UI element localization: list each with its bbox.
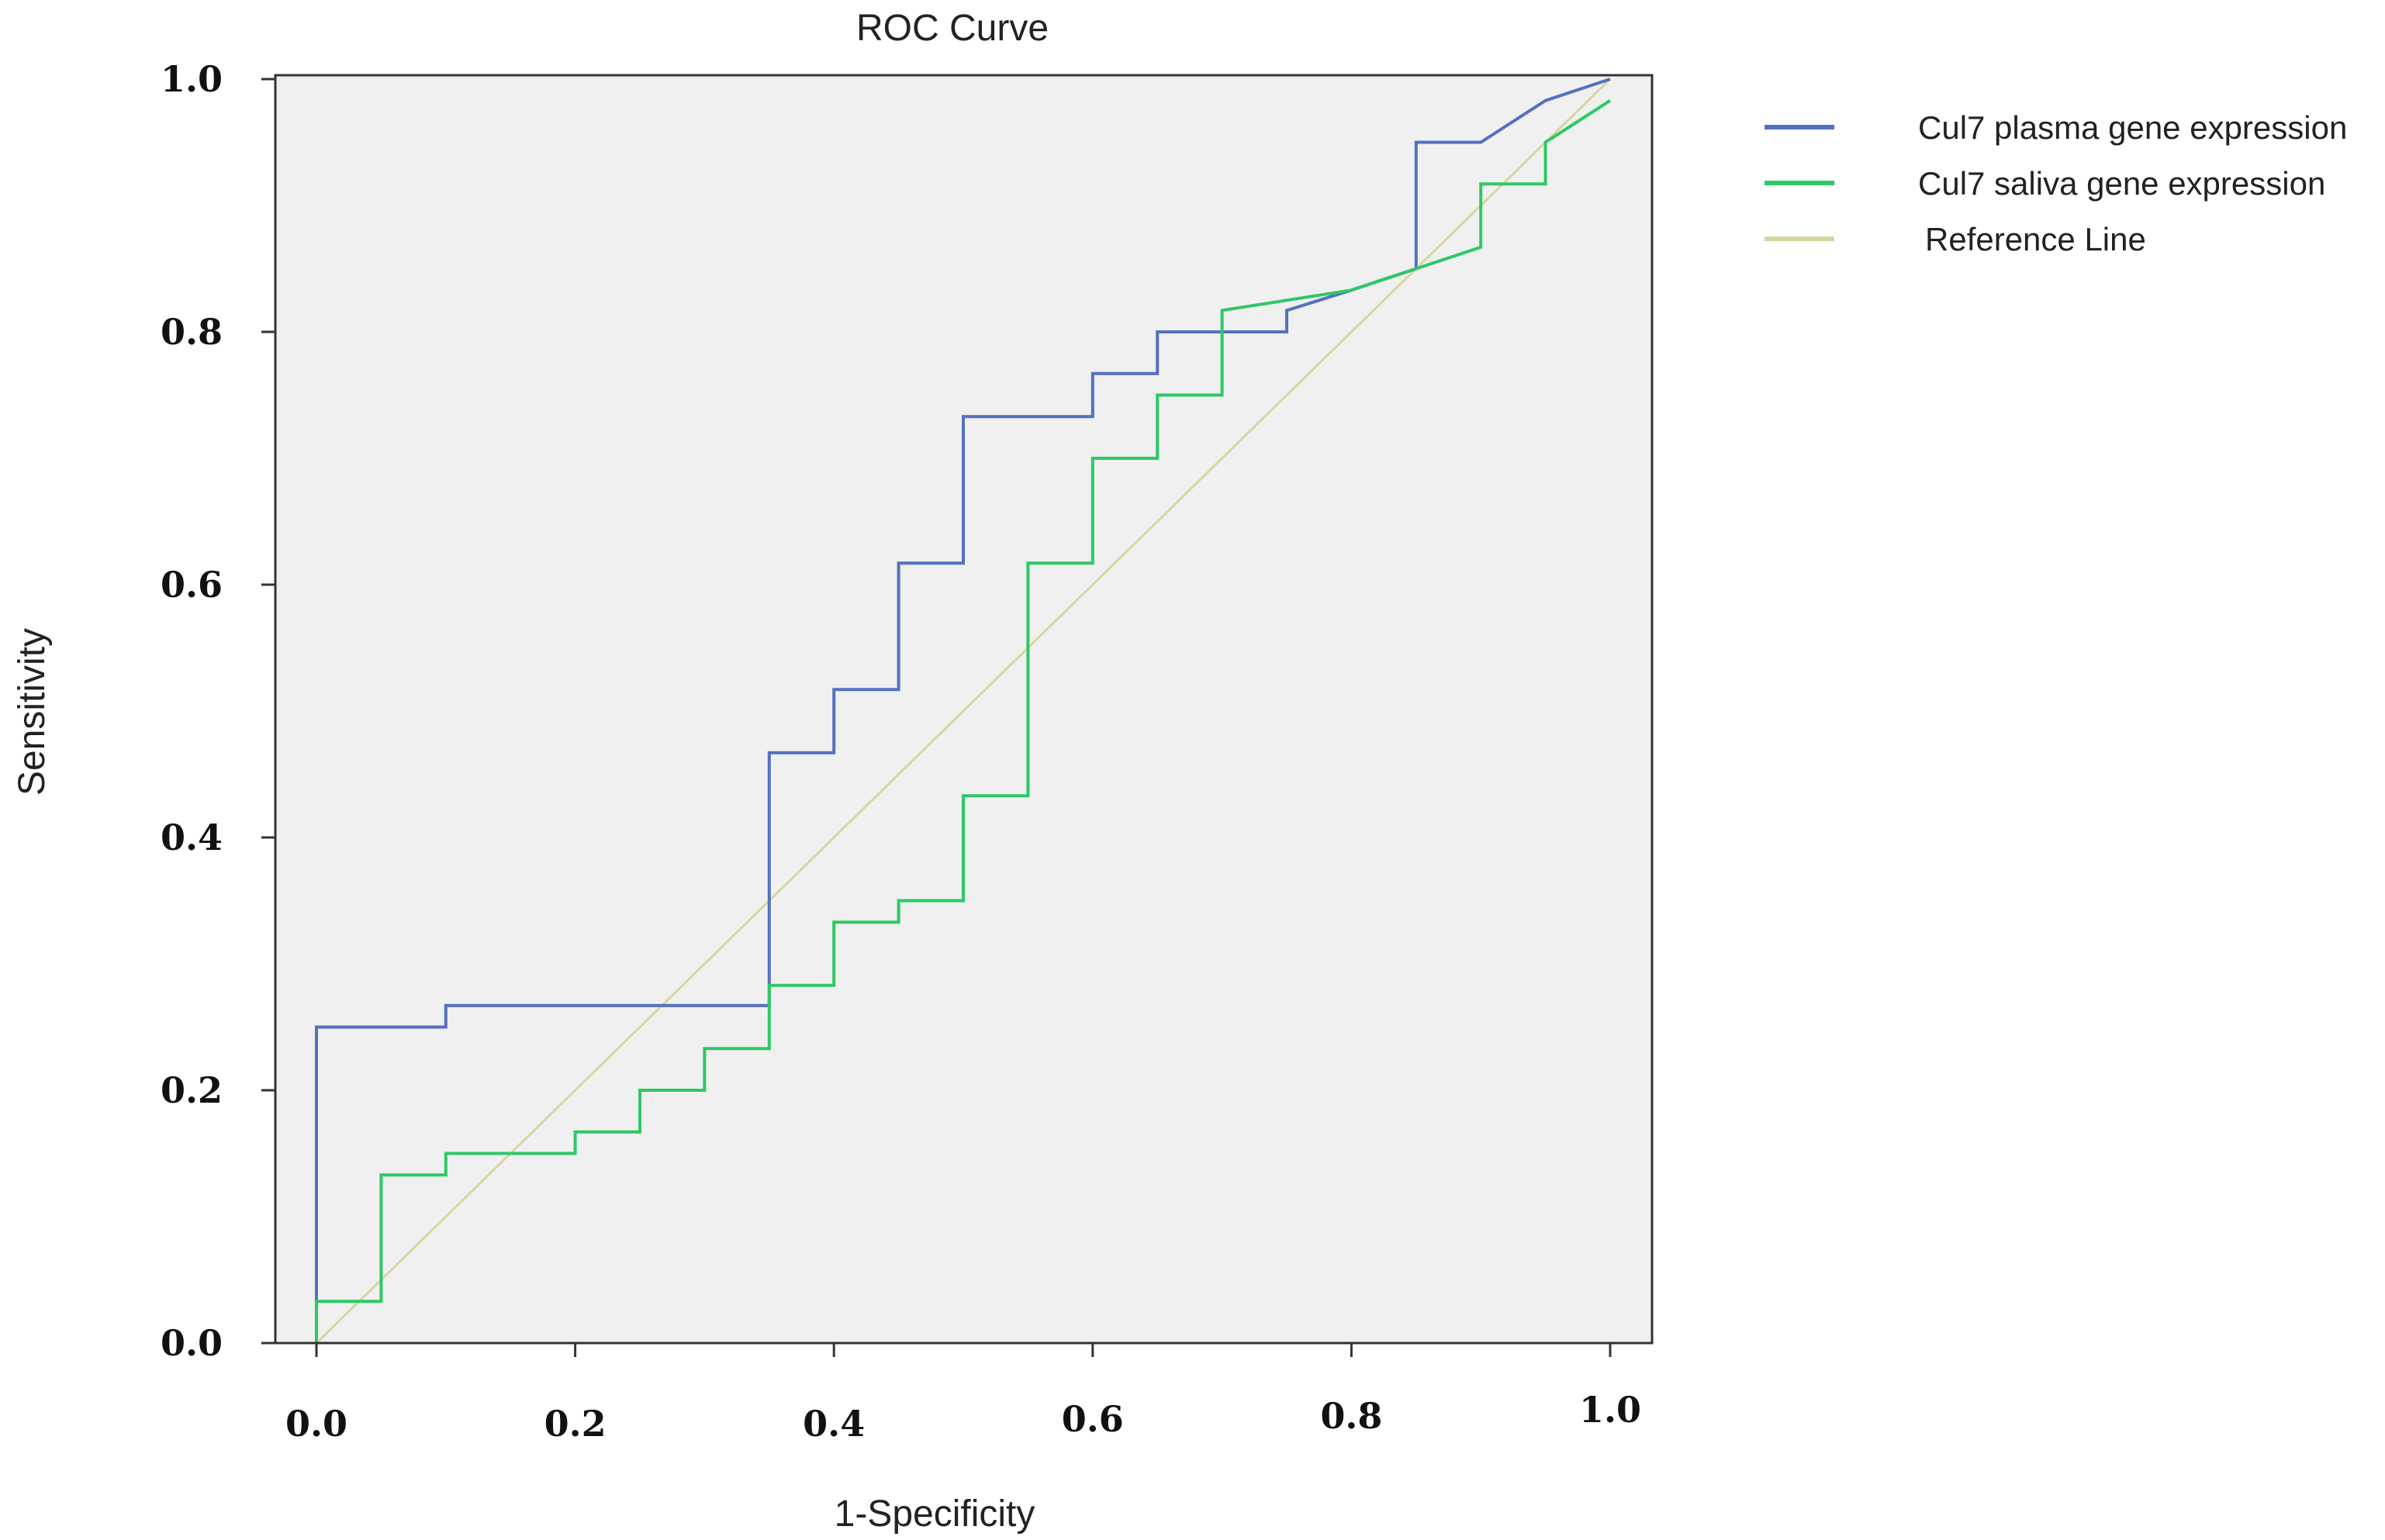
y-axis-label: Sensitivity [12,628,53,796]
legend-label: Cul7 plasma gene expression [1918,109,2347,146]
series-line-cul7-plasma-gene-expression [315,78,1611,1343]
legend-label: Reference Line [1925,221,2146,257]
series-layer [315,78,1612,1345]
y-tick-label: 0.6 [161,564,223,606]
y-axis-ticks: 0.0 0.2 0.4 0.6 0.8 1.0 [161,58,275,1364]
y-tick-label: 0.8 [161,311,223,353]
x-tick-label: 0.2 [544,1403,607,1445]
plot-frame [274,74,1654,1345]
x-tick-label: 0.4 [803,1403,865,1445]
series-line-reference-line [315,78,1612,1345]
y-tick-label: 0.4 [161,817,223,858]
chart-title: ROC Curve [856,8,1049,49]
series-line-cul7-saliva-gene-expression [315,99,1612,1343]
y-tick-label: 0.0 [161,1322,223,1364]
x-tick-label: 0.0 [285,1403,347,1445]
x-tick-label: 0.6 [1062,1398,1124,1440]
legend: Cul7 plasma gene expression Cul7 saliva g… [1765,109,2347,257]
y-tick-label: 1.0 [161,58,223,100]
legend-label: Cul7 saliva gene expression [1918,165,2325,202]
x-tick-label: 1.0 [1579,1389,1641,1431]
x-axis-label: 1-Specificity [835,1493,1035,1535]
y-tick-label: 0.2 [161,1069,223,1111]
x-tick-label: 0.8 [1320,1395,1382,1437]
x-axis-ticks: 0.0 0.2 0.4 0.6 0.8 1.0 [285,1343,1641,1445]
